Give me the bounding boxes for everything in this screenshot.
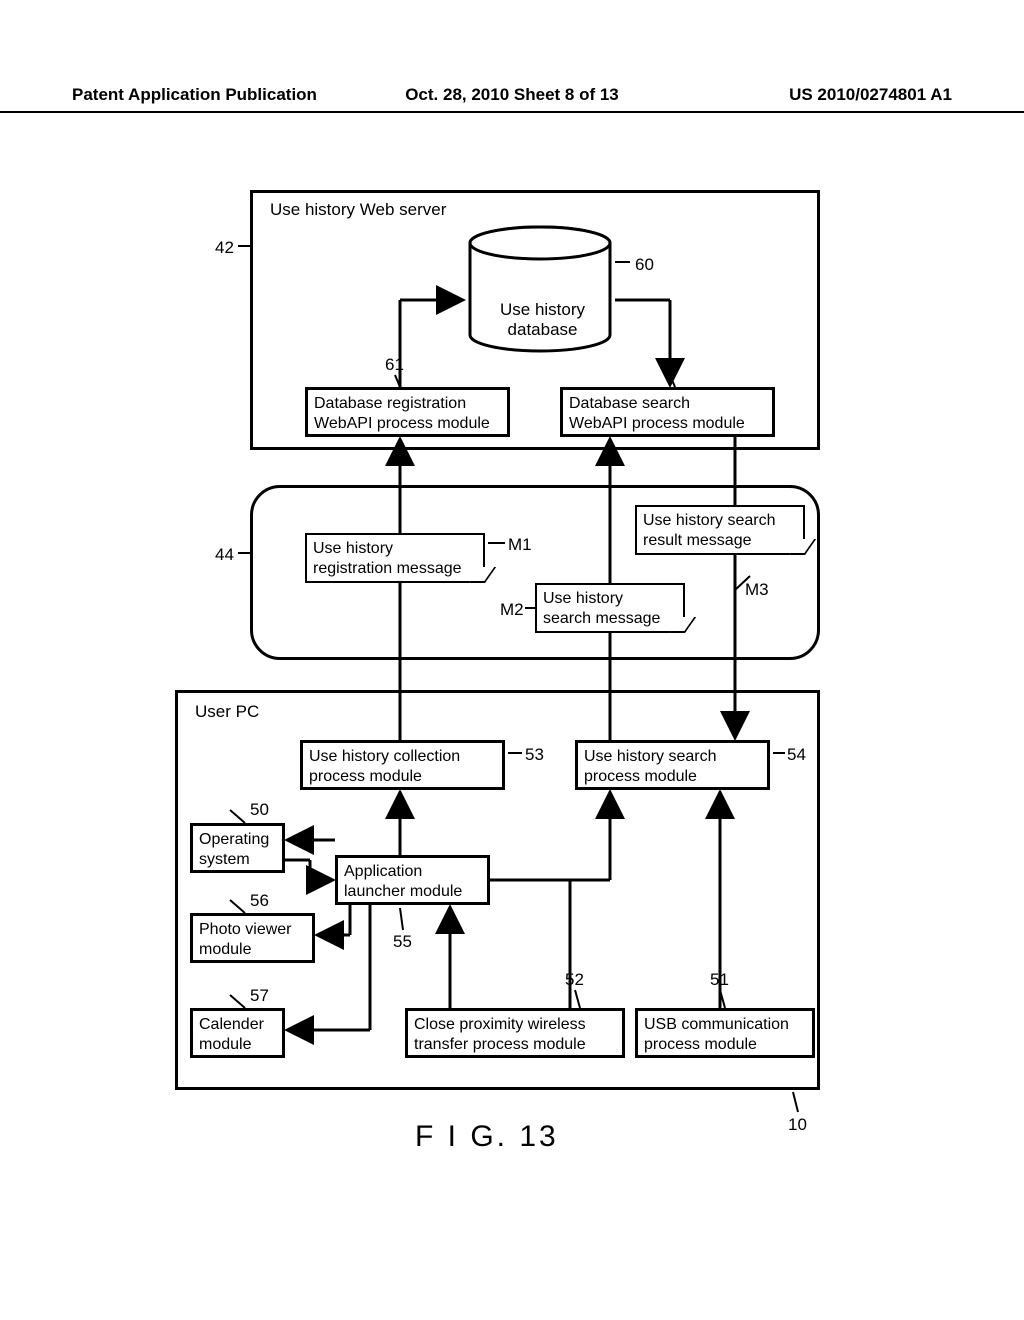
page-header: Patent Application Publication Oct. 28, … — [0, 85, 1024, 113]
figure-13: Use history Web server Use history datab… — [190, 180, 840, 1120]
header-pubno: US 2010/0274801 A1 — [659, 85, 952, 105]
header-date-sheet: Oct. 28, 2010 Sheet 8 of 13 — [365, 85, 658, 105]
connectors — [190, 180, 840, 1140]
figure-caption: F I G. 13 — [415, 1120, 559, 1154]
page: Patent Application Publication Oct. 28, … — [0, 0, 1024, 1320]
header-publication: Patent Application Publication — [72, 85, 365, 105]
